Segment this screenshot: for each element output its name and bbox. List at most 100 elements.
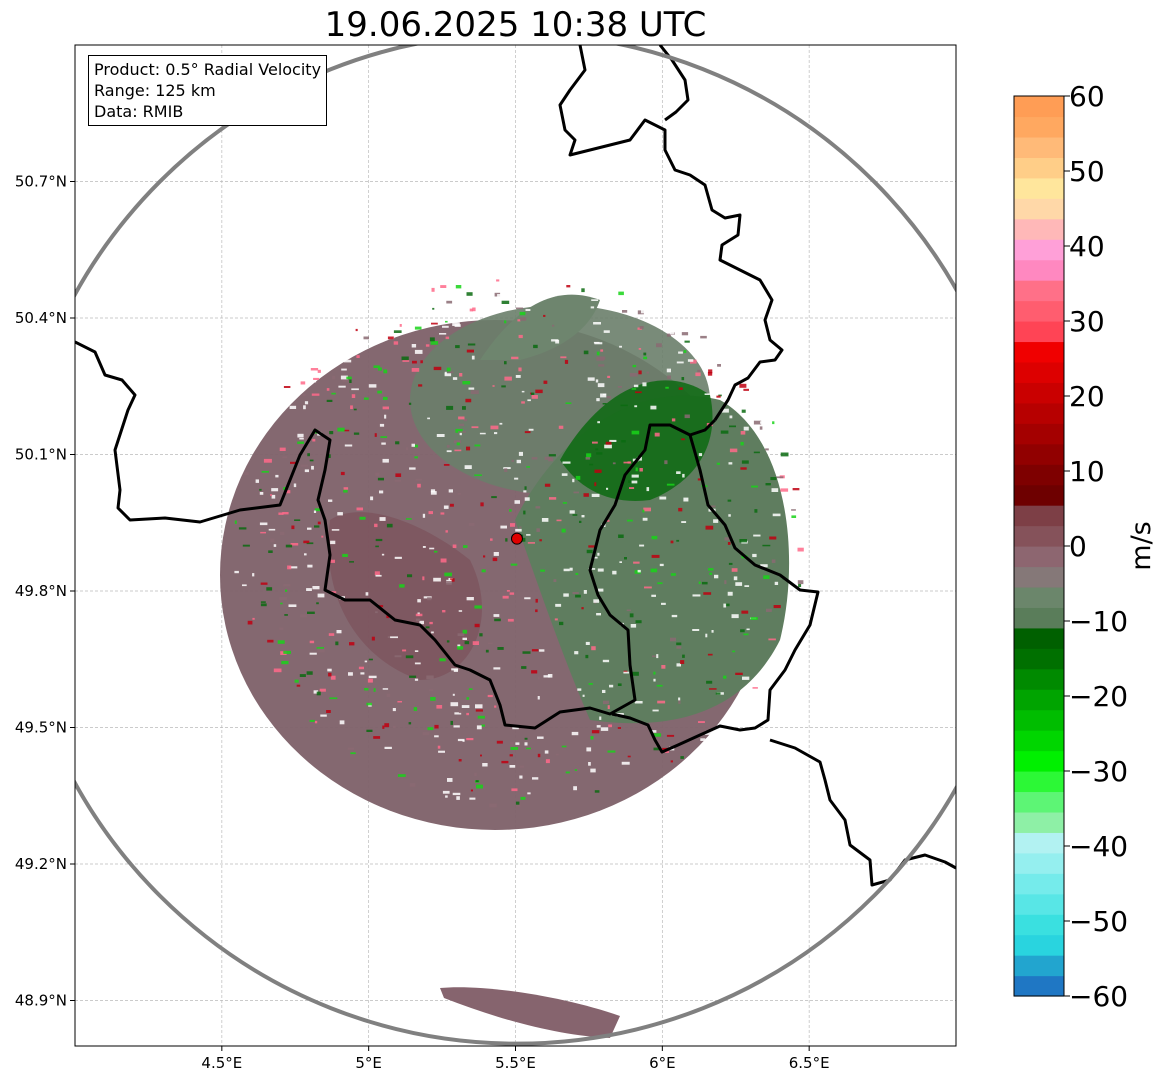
echo-speck [623, 670, 628, 673]
colorbar-segment [1014, 709, 1064, 731]
echo-speck [364, 660, 368, 663]
echo-speck [597, 383, 605, 388]
echo-speck [575, 475, 581, 480]
echo-speck [510, 741, 514, 746]
echo-speck [242, 544, 250, 547]
echo-speck [507, 618, 514, 622]
echo-speck [586, 453, 592, 458]
echo-speck [393, 341, 399, 345]
echo-speck [698, 453, 703, 457]
echo-speck [307, 564, 313, 568]
echo-speck [328, 633, 335, 636]
echo-speck [313, 510, 317, 513]
echo-speck [394, 556, 402, 559]
echo-speck [259, 488, 262, 491]
echo-speck [515, 742, 520, 745]
echo-speck [678, 507, 683, 512]
echo-speck [552, 324, 555, 327]
echo-speck [458, 759, 462, 762]
echo-speck [768, 638, 776, 641]
echo-speck [402, 649, 407, 652]
echo-speck [760, 564, 768, 568]
echo-speck [317, 521, 321, 525]
echo-speck [463, 545, 468, 548]
colorbar-segment [1014, 239, 1064, 261]
colorbar-tick-label: −20 [1069, 680, 1128, 713]
echo-speck [373, 736, 381, 739]
echo-speck [684, 340, 690, 343]
echo-speck [300, 464, 309, 467]
echo-speck [321, 535, 324, 538]
echo-speck [470, 390, 479, 395]
echo-speck [651, 730, 657, 733]
echo-speck [480, 502, 484, 507]
echo-speck [267, 639, 274, 643]
echo-speck [494, 705, 497, 708]
echo-speck [365, 592, 369, 596]
echo-speck [759, 426, 763, 430]
lon-tick-label: 6°E [649, 1054, 676, 1072]
echo-speck [670, 540, 674, 544]
echo-speck [497, 647, 504, 650]
echo-speck [458, 416, 465, 420]
echo-speck [374, 571, 380, 576]
echo-speck [566, 285, 571, 288]
echo-speck [602, 403, 607, 405]
echo-speck [397, 701, 402, 703]
lat-tick-label: 49.5°N [15, 719, 67, 737]
colorbar-tick-label: −40 [1069, 830, 1128, 863]
echo-speck [798, 584, 802, 587]
echo-speck [629, 487, 635, 489]
echo-speck [531, 649, 539, 652]
echo-speck [442, 325, 449, 328]
echo-speck [430, 697, 436, 701]
echo-speck [285, 544, 293, 548]
echo-speck [532, 777, 539, 780]
echo-speck [574, 651, 579, 655]
echo-speck [501, 385, 506, 388]
echo-speck [521, 390, 525, 393]
colorbar-segment [1014, 321, 1064, 343]
echo-speck [667, 375, 671, 379]
echo-speck [585, 654, 589, 659]
echo-speck [282, 512, 289, 515]
echo-speck [310, 368, 319, 371]
echo-speck [627, 519, 633, 522]
echo-speck [596, 351, 600, 356]
echo-speck [459, 432, 462, 436]
echo-speck [493, 667, 501, 670]
echo-speck [780, 452, 789, 457]
echo-speck [309, 459, 314, 462]
echo-speck [574, 769, 578, 771]
echo-speck [581, 288, 585, 293]
colorbar-segment [1014, 566, 1064, 588]
echo-speck [728, 514, 731, 517]
echo-speck [425, 344, 430, 347]
colorbar-segment [1014, 136, 1064, 158]
echo-speck [659, 563, 664, 567]
echo-speck [379, 423, 385, 427]
echo-speck [447, 778, 453, 782]
echo-speck [475, 704, 483, 709]
echo-speck [595, 379, 599, 383]
echo-speck [631, 671, 639, 676]
colorbar-segment [1014, 546, 1064, 568]
echo-speck [539, 539, 542, 542]
echo-speck [312, 378, 315, 383]
echo-speck [544, 456, 552, 460]
echo-speck [406, 447, 409, 451]
echo-speck [260, 601, 266, 603]
echo-speck [490, 425, 499, 430]
echo-speck [343, 429, 350, 432]
echo-speck [586, 747, 592, 752]
echo-speck [474, 772, 477, 776]
echo-speck [283, 386, 291, 388]
echo-speck [405, 518, 412, 520]
echo-speck [442, 790, 450, 794]
echo-speck [537, 736, 544, 739]
echo-speck [692, 594, 701, 597]
echo-speck [651, 594, 656, 597]
echo-speck [260, 603, 267, 607]
echo-speck [556, 519, 562, 522]
echo-speck [466, 597, 474, 601]
